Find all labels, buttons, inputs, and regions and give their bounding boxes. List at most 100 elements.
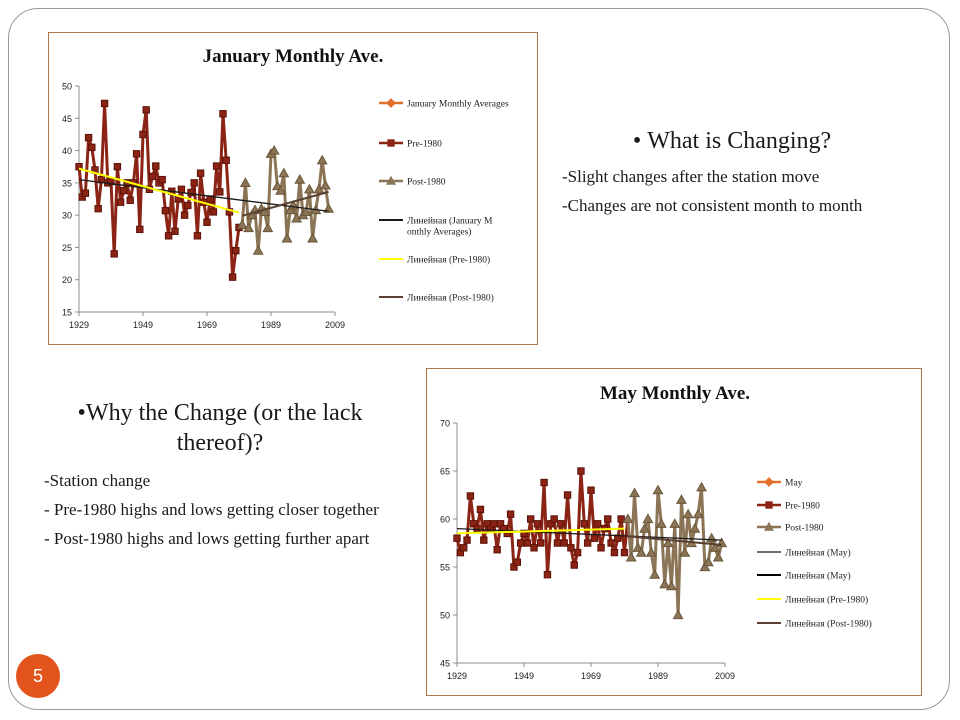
pre-1980-point bbox=[533, 520, 542, 528]
pre-1980-point bbox=[560, 539, 568, 547]
x-tick-label: 1949 bbox=[514, 671, 534, 681]
trend-line bbox=[78, 178, 329, 212]
x-tick-label: 2009 bbox=[325, 320, 345, 330]
post-1980-point bbox=[645, 546, 657, 557]
pre-1980-point bbox=[132, 150, 141, 158]
x-tick-label: 1949 bbox=[133, 320, 153, 330]
why-the-change-heading-text: Why the Change (or the lack thereof)? bbox=[85, 400, 363, 456]
pre-1980-point bbox=[506, 510, 515, 518]
post-1980-point bbox=[699, 561, 711, 572]
y-tick-label: 25 bbox=[62, 243, 72, 253]
pre-1980-point bbox=[493, 546, 501, 554]
pre-1980-point bbox=[573, 548, 582, 557]
x-tick-label: 1989 bbox=[648, 671, 668, 681]
legend-label: Post-1980 bbox=[785, 524, 824, 534]
pre-1980-point bbox=[466, 492, 475, 500]
pre-1980-point bbox=[190, 179, 198, 187]
pre-1980-point bbox=[193, 232, 202, 240]
pre-1980-point bbox=[594, 520, 602, 528]
pre-1980-point bbox=[463, 536, 471, 544]
x-tick-label: 1989 bbox=[261, 320, 281, 330]
post-1980-point bbox=[702, 556, 714, 567]
pre-1980-point bbox=[570, 561, 578, 569]
trend-line bbox=[241, 190, 329, 217]
pre-1980-point bbox=[607, 539, 615, 547]
pre-1980-point bbox=[550, 515, 558, 523]
post-1980-point bbox=[672, 609, 684, 620]
legend-label: Линейная (Pre-1980) bbox=[785, 595, 868, 606]
pre-1980-point bbox=[228, 273, 237, 281]
pre-1980-point bbox=[453, 534, 461, 542]
trend-line bbox=[627, 535, 722, 546]
y-tick-label: 60 bbox=[440, 515, 450, 525]
legend-swatch-marker bbox=[765, 501, 773, 509]
post-1980-point bbox=[629, 487, 641, 498]
y-tick-label: 45 bbox=[440, 659, 450, 669]
pre-1980-point bbox=[540, 478, 548, 487]
post-1980-point bbox=[679, 546, 691, 557]
x-tick-label: 1969 bbox=[197, 320, 217, 330]
pre-1980-point bbox=[88, 143, 96, 152]
legend-swatch-marker bbox=[387, 139, 395, 147]
pre-1980-point bbox=[610, 548, 619, 557]
post-1980-point bbox=[278, 167, 290, 178]
pre-1980-point bbox=[139, 130, 147, 139]
pre-1980-point bbox=[460, 544, 468, 552]
post-1980-point bbox=[639, 522, 651, 533]
y-tick-label: 15 bbox=[62, 308, 72, 318]
pre-1980-point bbox=[203, 218, 211, 226]
post-1980-point bbox=[692, 508, 704, 519]
post-1980-point bbox=[243, 222, 255, 233]
post-1980-point bbox=[662, 537, 674, 548]
pre-1980-point bbox=[184, 201, 192, 210]
pre-1980-point bbox=[225, 208, 234, 216]
post-1980-point bbox=[303, 183, 315, 194]
pre-1980-point bbox=[161, 206, 170, 215]
legend-swatch-marker bbox=[763, 521, 775, 531]
why-line-3: - Post-1980 highs and lows getting furth… bbox=[44, 529, 370, 548]
pre-1980-point bbox=[577, 467, 585, 475]
x-tick-label: 1969 bbox=[581, 671, 601, 681]
pre-1980-point bbox=[617, 515, 625, 523]
post-1980-point bbox=[642, 513, 654, 524]
post-1980-point bbox=[239, 177, 251, 187]
pre-1980-point bbox=[480, 536, 488, 544]
legend-label: Pre-1980 bbox=[407, 140, 442, 150]
pre-1980-point bbox=[590, 534, 599, 542]
legend-label-line: onthly Averages) bbox=[407, 227, 471, 238]
post-1980-point bbox=[682, 508, 694, 519]
pre-1980-point bbox=[557, 520, 565, 528]
pre-1980-point bbox=[158, 175, 166, 184]
page-number-badge: 5 bbox=[16, 654, 60, 698]
pre-1980-point bbox=[516, 539, 525, 547]
pre-1980-point bbox=[520, 529, 528, 538]
pre-1980-point bbox=[604, 515, 612, 523]
pre-1980-point bbox=[126, 196, 134, 204]
pre-1980-point bbox=[120, 186, 128, 195]
post-1980-point bbox=[655, 518, 667, 528]
post-1980-point bbox=[659, 578, 671, 589]
pre-1980-point bbox=[164, 232, 173, 240]
post-1980-point bbox=[696, 481, 708, 492]
post-1980-point bbox=[316, 154, 328, 165]
legend-label: Pre-1980 bbox=[785, 502, 820, 512]
pre-1980-point bbox=[476, 505, 485, 514]
post-1980-point bbox=[625, 551, 637, 562]
y-tick-label: 40 bbox=[62, 146, 72, 156]
pre-1980-point bbox=[527, 515, 535, 523]
y-tick-label: 65 bbox=[440, 467, 450, 477]
trend-line bbox=[456, 527, 722, 541]
pre-1980-point bbox=[84, 133, 93, 142]
pre-1980-point bbox=[94, 204, 102, 213]
pre-1980-point bbox=[523, 539, 532, 547]
pre-1980-point bbox=[232, 246, 240, 255]
post-1980-point bbox=[712, 551, 724, 562]
january-chart: January Monthly Ave. 50 45 40 35 30 25 20 15 1929… bbox=[48, 32, 538, 345]
y-tick-label: 30 bbox=[62, 211, 72, 221]
x-tick-label: 1929 bbox=[447, 671, 467, 681]
y-tick-label: 70 bbox=[440, 419, 450, 429]
pre-1980-point bbox=[473, 524, 481, 533]
pre-1980-point bbox=[216, 188, 224, 196]
pre-1980-point bbox=[196, 169, 205, 177]
pre-1980-point bbox=[75, 163, 83, 171]
